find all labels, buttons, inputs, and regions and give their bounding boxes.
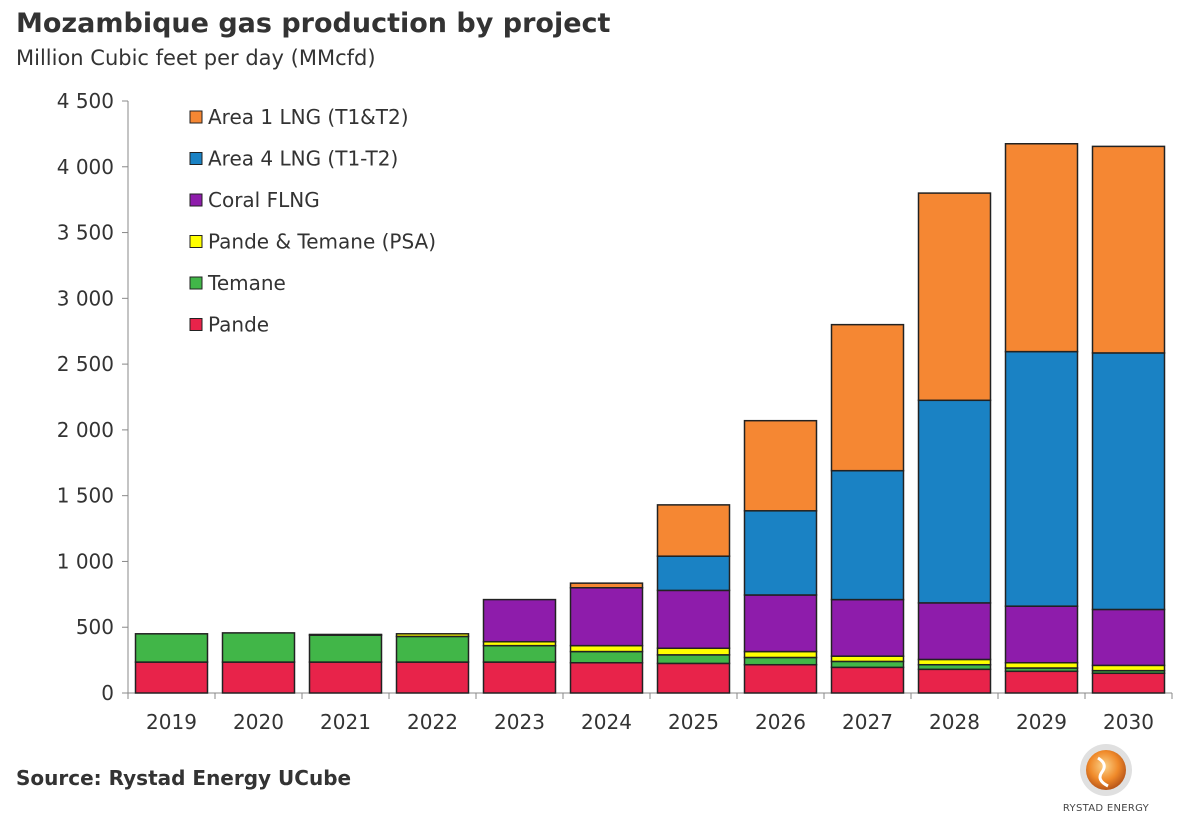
x-tick-label: 2026 — [755, 710, 806, 734]
x-tick-label: 2023 — [494, 710, 545, 734]
bar-segment — [308, 634, 383, 663]
y-tick-label: 4 500 — [57, 89, 114, 113]
bar-segment — [1004, 605, 1079, 664]
bar-segment — [656, 662, 731, 694]
legend-swatch — [189, 152, 203, 165]
y-tick-label: 3 500 — [57, 221, 114, 245]
y-tick-label: 3 000 — [57, 286, 114, 310]
x-tick-label: 2021 — [320, 710, 371, 734]
bar-segment — [1091, 664, 1166, 672]
x-tick-label: 2022 — [407, 710, 458, 734]
legend-label: Area 1 LNG (T1&T2) — [208, 105, 409, 129]
bar-segment — [308, 633, 383, 636]
bar-segment — [743, 419, 818, 512]
bar-segment — [917, 658, 992, 666]
bar-segment — [1091, 608, 1166, 667]
bar-segment — [1091, 145, 1166, 354]
bar-segment — [1004, 661, 1079, 669]
x-tick-label: 2027 — [842, 710, 893, 734]
bar-segment — [395, 633, 470, 638]
legend-swatch — [189, 276, 203, 290]
chart-title: Mozambique gas production by project — [16, 8, 611, 39]
legend-label: Temane — [207, 271, 286, 295]
x-tick-label: 2030 — [1103, 710, 1154, 734]
legend-label: Area 4 LNG (T1-T2) — [208, 147, 398, 171]
bar-segment — [1004, 143, 1079, 353]
bar-segment — [917, 668, 992, 694]
bar-segment — [308, 661, 383, 694]
bar-segment — [656, 654, 731, 665]
bar-segment — [1091, 352, 1166, 611]
bar-segment — [830, 655, 905, 663]
bar-segment — [830, 660, 905, 669]
bar-segment — [569, 587, 644, 647]
y-tick-label: 4 000 — [57, 155, 114, 179]
bar-segment — [656, 555, 731, 592]
bar-segment — [656, 504, 731, 557]
bar-segment — [743, 510, 818, 596]
bar-segment — [656, 589, 731, 650]
x-tick-label: 2019 — [146, 710, 197, 734]
bar-segment — [830, 469, 905, 601]
legend-label: Coral FLNG — [208, 188, 320, 212]
logo-globe-icon — [1080, 744, 1132, 796]
legend-swatch — [189, 235, 203, 248]
legend-label: Pande — [208, 313, 269, 337]
source-note: Source: Rystad Energy UCube — [16, 766, 352, 790]
bar-segment — [221, 661, 296, 694]
legend-swatch — [189, 193, 203, 207]
y-tick-label: 0 — [101, 681, 114, 705]
bar-segment — [134, 633, 209, 663]
bar-segment — [917, 399, 992, 604]
bar-segment — [221, 632, 296, 663]
legend-swatch — [189, 318, 203, 331]
x-tick-label: 2020 — [233, 710, 284, 734]
bar-segment — [569, 644, 644, 653]
legend-label: Pande & Temane (PSA) — [208, 230, 436, 254]
y-tick-label: 1 500 — [57, 484, 114, 508]
bar-segment — [395, 635, 470, 663]
bar-segment — [482, 598, 557, 643]
y-tick-label: 1 000 — [57, 549, 114, 573]
bar-segment — [830, 598, 905, 657]
bar-segment — [569, 650, 644, 664]
bar-segment — [656, 647, 731, 656]
x-tick-label: 2029 — [1016, 710, 1067, 734]
bar-segment — [917, 192, 992, 402]
bar-segment — [743, 656, 818, 666]
bar-segment — [917, 602, 992, 661]
bar-segment — [830, 666, 905, 694]
y-tick-label: 2 000 — [57, 418, 114, 442]
bar-segment — [134, 661, 209, 694]
bar-segment — [1091, 672, 1166, 694]
x-tick-label: 2028 — [929, 710, 980, 734]
legend-swatch — [189, 110, 203, 124]
bar-segment — [743, 663, 818, 694]
bar-segment — [743, 650, 818, 659]
bar-segment — [743, 594, 818, 653]
y-tick-label: 2 500 — [57, 352, 114, 376]
bar-segment — [569, 582, 644, 589]
bar-segment — [1004, 670, 1079, 694]
bar-segment — [569, 661, 644, 694]
rystad-energy-logo: RYSTAD ENERGY — [1058, 740, 1154, 819]
chart-subtitle: Million Cubic feet per day (MMcfd) — [16, 46, 376, 70]
bar-segment — [830, 323, 905, 472]
bar-segment — [482, 661, 557, 694]
x-tick-label: 2024 — [581, 710, 632, 734]
logo-text: RYSTAD ENERGY — [1062, 803, 1150, 814]
y-tick-label: 500 — [76, 615, 114, 639]
bar-segment — [482, 644, 557, 663]
x-tick-label: 2025 — [668, 710, 719, 734]
bar-segment — [395, 661, 470, 694]
bar-segment — [1004, 350, 1079, 607]
